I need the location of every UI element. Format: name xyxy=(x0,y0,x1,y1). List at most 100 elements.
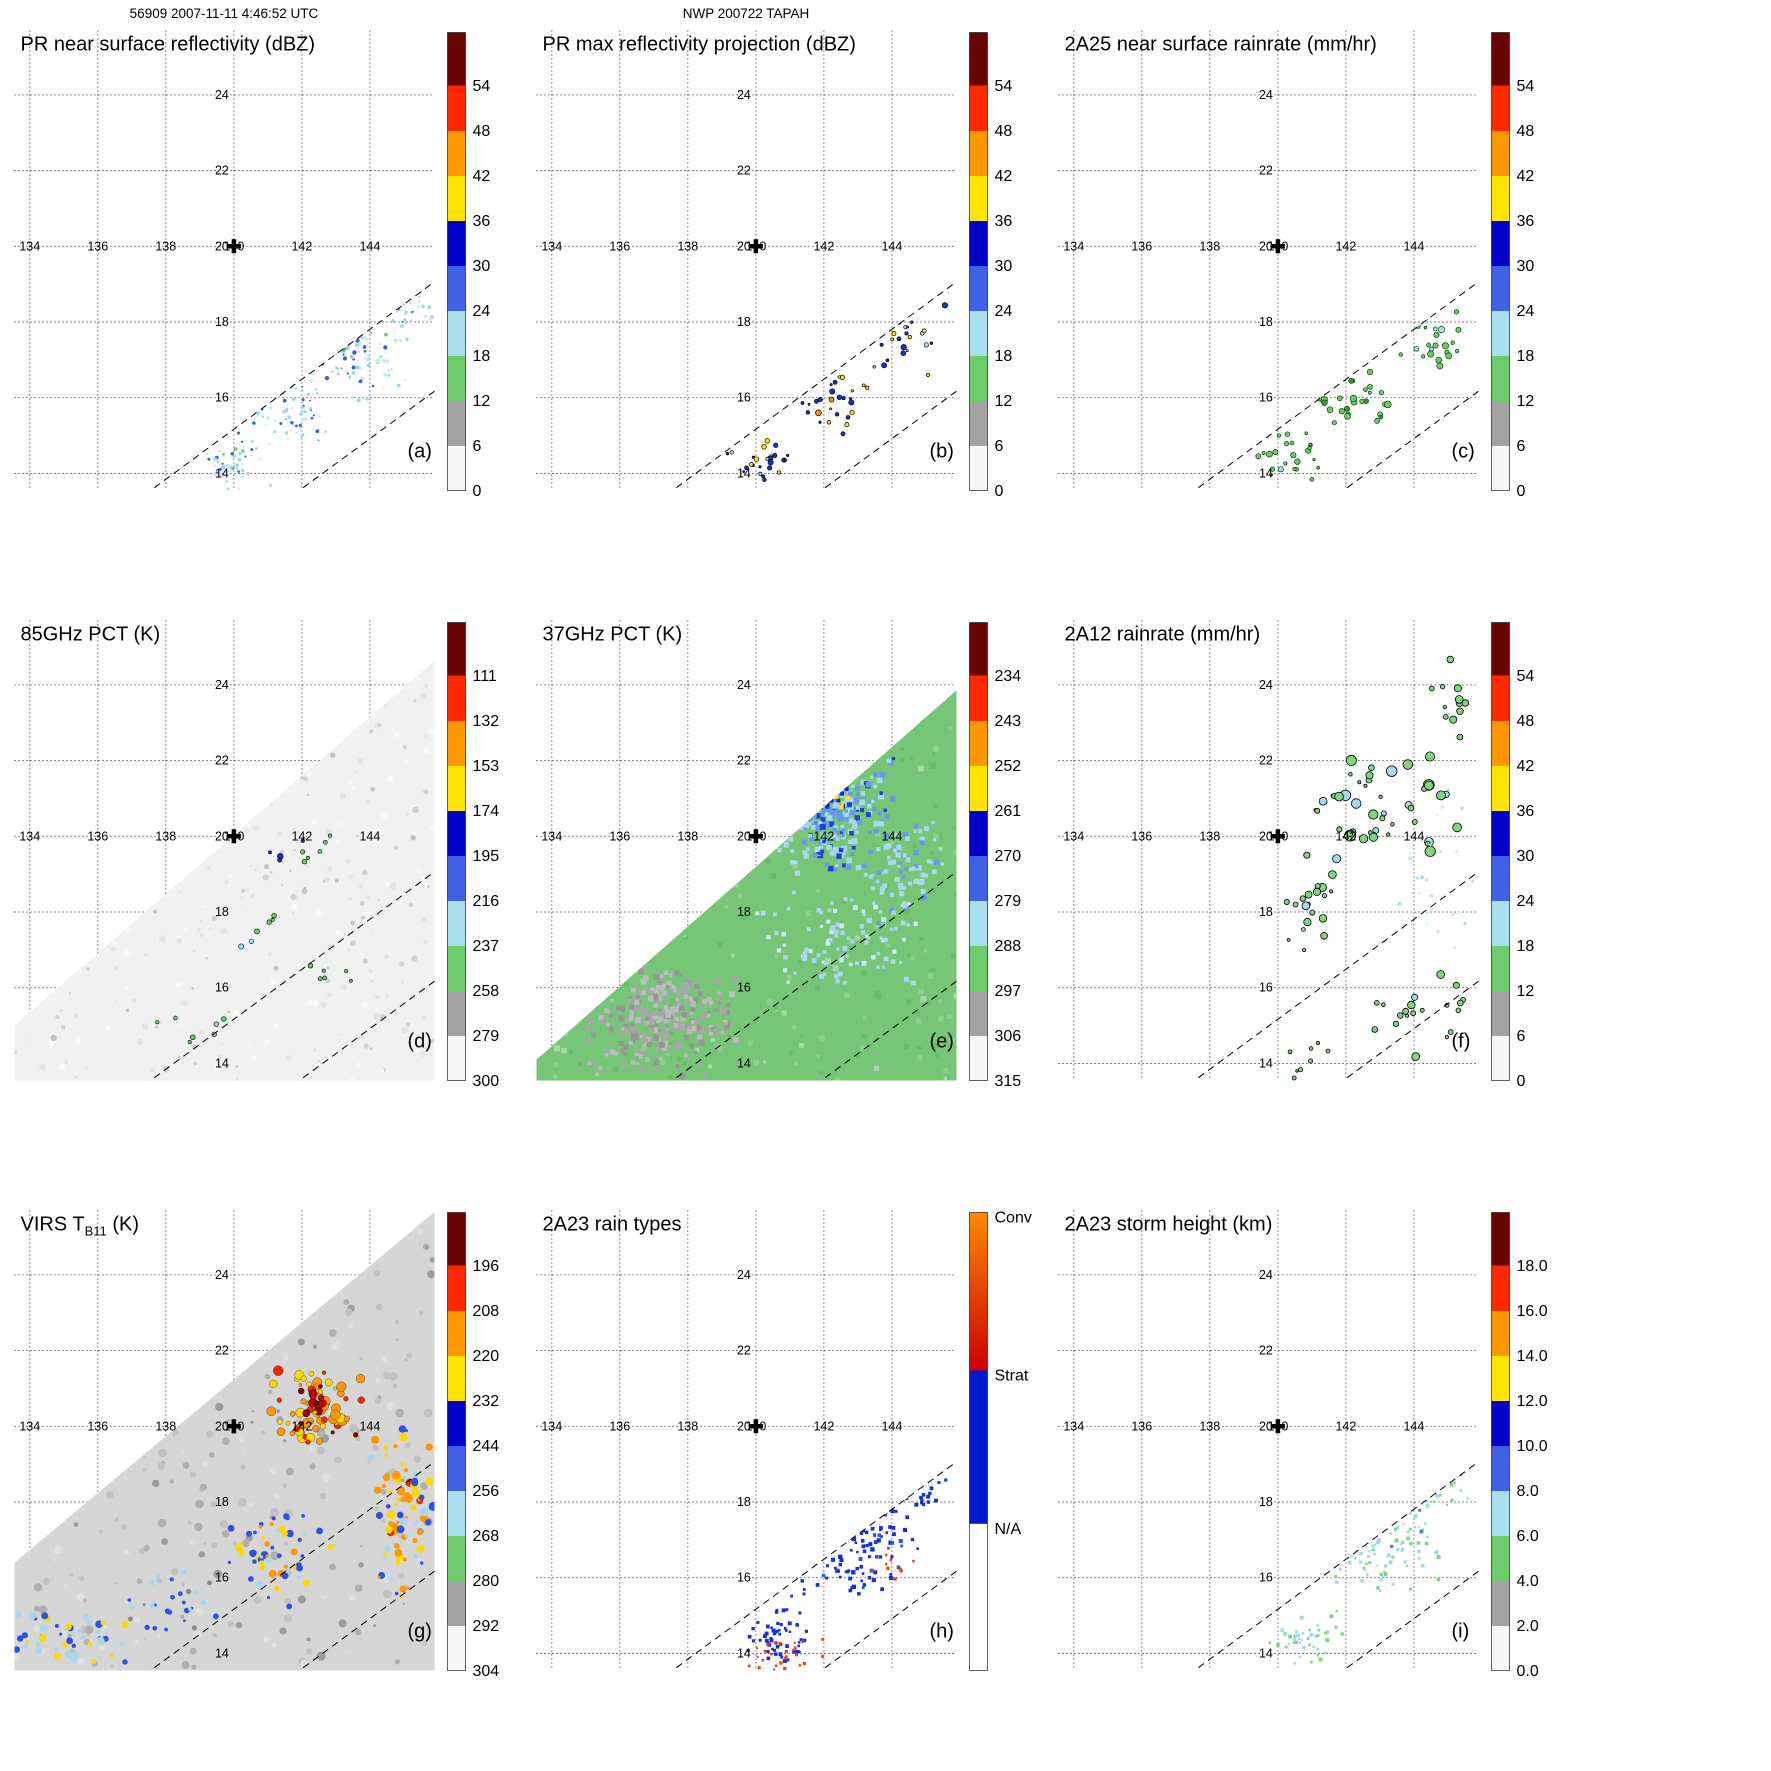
colorbar-tick-label: 279 xyxy=(995,893,1022,910)
lon-tick-label: 134 xyxy=(19,239,40,253)
lat-tick-label: 16 xyxy=(737,391,751,405)
lon-tick-label: 144 xyxy=(881,1419,902,1433)
lon-tick-label: 142 xyxy=(1335,1419,1356,1433)
colorbar-tick-label: 220 xyxy=(473,1348,500,1365)
colorbar-tick-label: 10.0 xyxy=(1517,1438,1548,1455)
orbit-timestamp-header: 56909 2007-11-11 4:46:52 UTC xyxy=(129,6,319,21)
colorbar-tick-label: 12 xyxy=(1517,393,1535,410)
latlon-grid xyxy=(14,620,435,1081)
colorbar-tick-label: 12.0 xyxy=(1517,1393,1548,1410)
lat-tick-label: 18 xyxy=(215,315,229,329)
panel-title-e: 37GHz PCT (K) xyxy=(543,624,683,646)
lon-tick-label: 142 xyxy=(813,829,834,843)
storm-center-cross-icon xyxy=(748,239,763,254)
colorbar-category-label: Conv xyxy=(995,1210,1032,1227)
lat-tick-label: 20 xyxy=(737,1419,751,1433)
colorbar-tick-label: 4.0 xyxy=(1517,1573,1539,1590)
lat-tick-label: 24 xyxy=(1259,678,1273,692)
lat-tick-label: 20 xyxy=(215,829,229,843)
lat-tick-label: 22 xyxy=(737,1344,751,1358)
colorbar-tick-label: 12 xyxy=(1517,983,1535,1000)
colorbar-tick-label: 0.0 xyxy=(1517,1663,1539,1680)
panel-letter-a: (a) xyxy=(408,441,432,463)
lon-tick-label: 138 xyxy=(155,829,176,843)
colorbar-tick-label: 0 xyxy=(995,483,1004,500)
lat-tick-label: 20 xyxy=(1259,239,1273,253)
colorbar-tick-label: 237 xyxy=(473,938,500,955)
lon-tick-label: 136 xyxy=(609,1419,630,1433)
panel-letter-e: (e) xyxy=(930,1031,954,1053)
lat-tick-label: 20 xyxy=(1259,1419,1273,1433)
colorbar-tick-label: 54 xyxy=(1517,78,1535,95)
colorbar-tick-label: 297 xyxy=(995,983,1022,1000)
lat-tick-label: 18 xyxy=(1259,905,1273,919)
colorbar-tick-label: 30 xyxy=(473,258,491,275)
lon-tick-label: 144 xyxy=(881,239,902,253)
lon-tick-label: 142 xyxy=(813,239,834,253)
panel-title-i: 2A23 storm height (km) xyxy=(1065,1214,1273,1236)
colorbar-tick-label: 18 xyxy=(473,348,491,365)
lat-tick-label: 16 xyxy=(215,391,229,405)
colorbar: 54 48 42 36 30 24 18 12 6 0 xyxy=(1491,622,1535,1090)
colorbar: 234 243 252 261 270 279 288 297 306 315 xyxy=(969,622,1022,1090)
data-field xyxy=(725,300,948,482)
lat-tick-label: 14 xyxy=(215,467,229,481)
colorbar-tick-label: 132 xyxy=(473,713,500,730)
pr-swath-edge-line xyxy=(671,871,957,1081)
panel-title-f: 2A12 rainrate (mm/hr) xyxy=(1065,624,1261,646)
panel-letter-d: (d) xyxy=(408,1031,432,1053)
pr-swath-edge-line xyxy=(149,281,435,491)
colorbar-tick-label: 36 xyxy=(1517,803,1535,820)
lon-tick-label: 142 xyxy=(291,1419,312,1433)
panel-letter-h: (h) xyxy=(930,1621,954,1643)
lon-tick-label: 138 xyxy=(1199,829,1220,843)
lon-tick-label: 142 xyxy=(1335,239,1356,253)
colorbar-tick-label: 6 xyxy=(1517,1028,1526,1045)
lon-tick-label: 142 xyxy=(291,829,312,843)
colorbar-tick-label: 18 xyxy=(1517,938,1535,955)
colorbar-tick-label: 36 xyxy=(995,213,1013,230)
colorbar-category-label: N/A xyxy=(995,1521,1022,1538)
colorbar-tick-label: 24 xyxy=(995,303,1013,320)
lon-tick-label: 142 xyxy=(813,1419,834,1433)
colorbar-tick-label: 24 xyxy=(1517,303,1535,320)
colorbar-tick-label: 153 xyxy=(473,758,500,775)
lat-tick-label: 16 xyxy=(1259,981,1273,995)
lon-tick-label: 144 xyxy=(1403,829,1424,843)
pr-swath-edge-line xyxy=(1193,871,1479,1081)
colorbar-tick-label: 48 xyxy=(1517,123,1535,140)
data-field xyxy=(1283,655,1474,1081)
lon-tick-label: 134 xyxy=(541,239,562,253)
colorbar-tick-label: 30 xyxy=(1517,258,1535,275)
storm-center-cross-icon xyxy=(748,1419,763,1434)
lon-tick-label: 136 xyxy=(1131,829,1152,843)
colorbar-tick-label: 18 xyxy=(1517,348,1535,365)
storm-name-header: NWP 200722 TAPAH xyxy=(682,6,810,21)
lat-tick-label: 16 xyxy=(737,981,751,995)
colorbar-tick-label: 36 xyxy=(1517,213,1535,230)
lat-tick-label: 20 xyxy=(215,1419,229,1433)
panel-title-c: 2A25 near surface rainrate (mm/hr) xyxy=(1065,34,1377,56)
lat-tick-label: 18 xyxy=(1259,1495,1273,1509)
latlon-grid xyxy=(1058,1210,1479,1671)
colorbar: 111 132 153 174 195 216 237 258 279 300 xyxy=(447,622,500,1090)
lat-tick-label: 18 xyxy=(215,905,229,919)
colorbar: 54 48 42 36 30 24 18 12 6 0 xyxy=(969,32,1013,500)
colorbar-tick-label: 243 xyxy=(995,713,1022,730)
colorbar-tick-label: 36 xyxy=(473,213,491,230)
colorbar: 54 48 42 36 30 24 18 12 6 0 xyxy=(1491,32,1535,500)
latlon-grid xyxy=(536,1210,957,1671)
colorbar-tick-label: 18 xyxy=(995,348,1013,365)
colorbar-tick-label: 252 xyxy=(995,758,1022,775)
colorbar-tick-label: 0 xyxy=(1517,483,1526,500)
lon-tick-label: 134 xyxy=(19,829,40,843)
